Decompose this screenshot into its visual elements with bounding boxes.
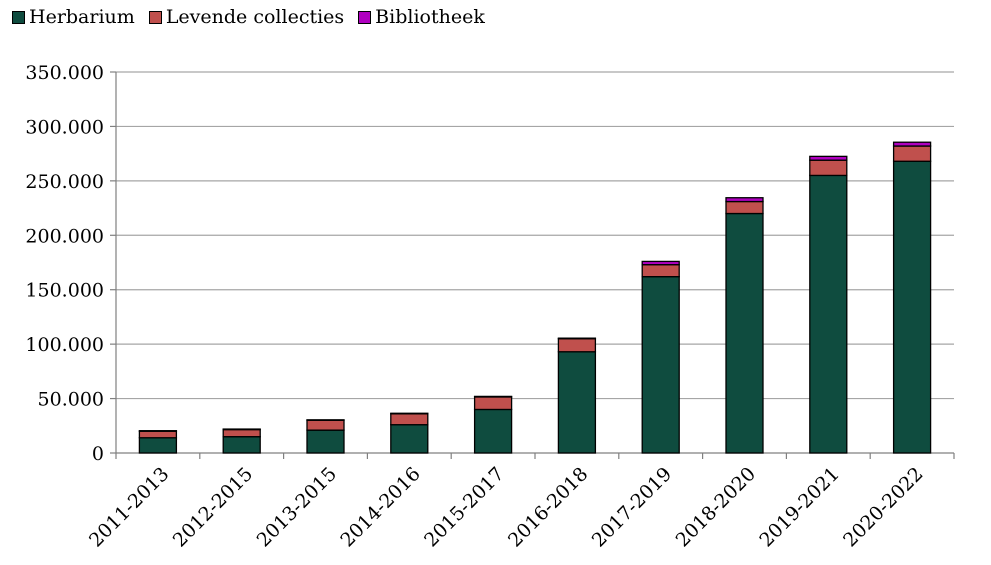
x-tick-label: 2018-2020 bbox=[672, 463, 760, 551]
bar-segment-bibliotheek bbox=[725, 197, 764, 203]
bar-segment-levende-collecties bbox=[809, 159, 848, 177]
x-tick-label: 2020-2022 bbox=[839, 463, 927, 551]
legend-label-bibliotheek: Bibliotheek bbox=[375, 6, 485, 28]
bar-segment-herbarium bbox=[306, 429, 345, 454]
bar-segment-bibliotheek bbox=[138, 430, 178, 432]
bar-segment-bibliotheek bbox=[390, 412, 429, 415]
x-tick-label: 2013-2015 bbox=[253, 463, 341, 551]
bar-segment-herbarium bbox=[641, 276, 680, 454]
bar-segment-bibliotheek bbox=[557, 337, 597, 340]
bar-segment-levende-collecties bbox=[390, 413, 429, 426]
bar-segment-herbarium bbox=[809, 174, 848, 454]
bar-segment-levende-collecties bbox=[892, 145, 932, 162]
x-tick-label: 2016-2018 bbox=[504, 463, 592, 551]
legend-swatch-bibliotheek bbox=[358, 10, 372, 24]
bar-segment-levende-collecties bbox=[473, 396, 513, 411]
y-tick-label: 350.000 bbox=[25, 62, 104, 84]
legend-item-herbarium: Herbarium bbox=[12, 6, 135, 28]
bar-segment-herbarium bbox=[725, 212, 764, 454]
x-tick-label: 2019-2021 bbox=[755, 463, 843, 551]
bar-segment-bibliotheek bbox=[306, 419, 345, 421]
x-tick-label: 2014-2016 bbox=[336, 463, 424, 551]
legend-label-herbarium: Herbarium bbox=[29, 6, 135, 28]
bar-segment-herbarium bbox=[138, 437, 178, 454]
legend-label-levende-collecties: Levende collecties bbox=[165, 6, 345, 28]
bar-segment-herbarium bbox=[892, 160, 932, 454]
bar-segment-levende-collecties bbox=[138, 430, 178, 439]
x-tick-label: 2015-2017 bbox=[420, 463, 508, 551]
y-tick-label: 50.000 bbox=[38, 389, 104, 411]
bar-segment-bibliotheek bbox=[809, 155, 848, 161]
bar-segment-bibliotheek bbox=[641, 260, 680, 266]
y-tick-label: 150.000 bbox=[25, 280, 104, 302]
y-tick-label: 250.000 bbox=[25, 171, 104, 193]
bar-segment-levende-collecties bbox=[641, 264, 680, 278]
legend-swatch-herbarium bbox=[12, 10, 25, 24]
bar-segment-herbarium bbox=[557, 351, 597, 454]
legend: Herbarium Levende collecties Bibliotheek bbox=[12, 6, 485, 28]
y-tick-label: 300.000 bbox=[25, 116, 104, 138]
bar-segment-herbarium bbox=[473, 408, 513, 454]
y-tick-label: 200.000 bbox=[25, 225, 104, 247]
bar-segment-herbarium bbox=[390, 424, 429, 454]
bar-segment-levende-collecties bbox=[306, 419, 345, 431]
x-tick-label: 2012-2015 bbox=[169, 463, 257, 551]
bar-segment-levende-collecties bbox=[557, 338, 597, 353]
legend-item-bibliotheek: Bibliotheek bbox=[358, 6, 485, 28]
bar-segment-bibliotheek bbox=[222, 428, 261, 431]
bar-segment-levende-collecties bbox=[222, 428, 261, 438]
bar-segment-bibliotheek bbox=[473, 395, 513, 398]
y-tick-label: 100.000 bbox=[25, 334, 104, 356]
x-tick-label: 2011-2013 bbox=[85, 463, 173, 551]
bar-segment-herbarium bbox=[222, 436, 261, 454]
bar-segment-levende-collecties bbox=[725, 200, 764, 215]
legend-item-levende-collecties: Levende collecties bbox=[148, 6, 345, 28]
bar-segment-bibliotheek bbox=[892, 141, 932, 147]
x-tick-label: 2017-2019 bbox=[588, 463, 676, 551]
legend-swatch-levende-collecties bbox=[148, 10, 162, 24]
y-tick-label: 0 bbox=[92, 443, 104, 465]
